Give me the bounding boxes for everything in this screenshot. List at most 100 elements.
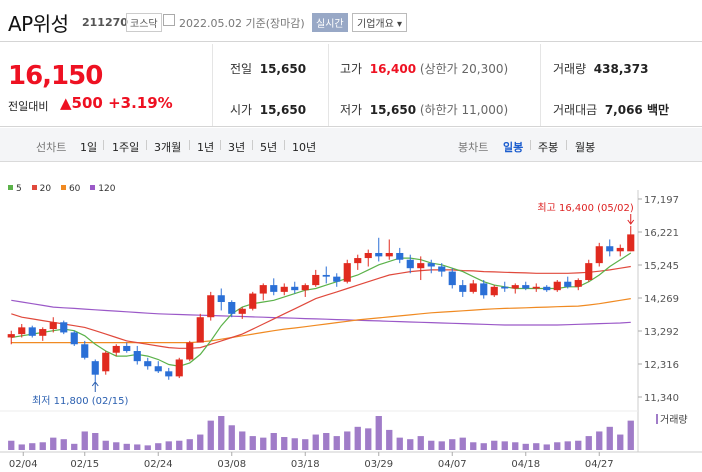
volume-bar (575, 440, 582, 450)
period-bar: 선차트 1일 1주일 3개월 1년 3년 5년 10년 봉차트 일봉 주봉 월봉 (0, 128, 702, 162)
current-price: 16,150 (8, 61, 103, 91)
volume-bar (564, 441, 571, 450)
candle-body (459, 285, 467, 292)
candle-body (364, 252, 372, 259)
candle-body (522, 285, 530, 289)
candle-body (238, 308, 246, 314)
x-tick-label: 02/15 (70, 459, 99, 470)
volume-bar (470, 442, 477, 450)
volume-bar (365, 428, 372, 450)
candle-body (490, 286, 498, 296)
volume-bar (627, 420, 634, 450)
legend-ma20: 20 (31, 184, 51, 194)
period-10y[interactable]: 10년 (292, 141, 317, 154)
divider (212, 44, 213, 126)
volume-bar (396, 437, 403, 450)
candle-body (270, 285, 278, 292)
volume-label: 거래량 (660, 414, 688, 426)
volume-bar (270, 433, 277, 450)
candle-body (448, 271, 456, 286)
candle-body (532, 286, 540, 289)
amount-value: 7,066 백만 (604, 103, 670, 117)
candle-body (207, 295, 215, 318)
tab-daily[interactable]: 일봉 (503, 141, 524, 154)
volume-bar (81, 431, 88, 450)
candle-body (553, 281, 561, 291)
ma20-line (11, 265, 631, 349)
low-arrow-icon (91, 381, 99, 392)
candle-body (396, 252, 404, 260)
stock-header: AP위성 211270 코스닥 2022.05.02 기준(장마감) 실시간 기… (0, 0, 702, 42)
candle-body (70, 332, 78, 345)
calendar-icon (163, 14, 175, 26)
high-label: 고가 (340, 62, 363, 76)
chevron-down-icon: ▾ (397, 19, 403, 30)
period-3y[interactable]: 3년 (228, 141, 246, 154)
candle-body (438, 266, 446, 272)
candle-body (322, 274, 330, 277)
candle-body (144, 361, 152, 367)
candle-body (133, 351, 141, 362)
trade-amount: 거래대금 7,066 백만 (553, 101, 669, 118)
low-price: 저가 15,650 (하한가 11,000) (340, 101, 508, 118)
period-3m[interactable]: 3개월 (154, 141, 182, 154)
candle-body (595, 246, 603, 264)
volume-bar (585, 436, 592, 450)
volume-bar (102, 440, 109, 450)
candle-body (280, 286, 288, 292)
volume-bar (176, 440, 183, 450)
period-5y[interactable]: 5년 (260, 141, 278, 154)
legend-ma60: 60 (60, 184, 80, 194)
volume-bar (39, 442, 46, 450)
candle-chart-label: 봉차트 (458, 141, 489, 154)
volume-bar (8, 440, 15, 450)
volume-bar (92, 433, 99, 450)
realtime-button[interactable]: 실시간 (312, 13, 348, 32)
volume-bar (18, 444, 25, 450)
candle-body (574, 280, 582, 287)
prev-close-value: 15,650 (259, 62, 307, 76)
volume-bar (134, 444, 141, 450)
ma5-line (11, 252, 632, 367)
volume-bar (459, 437, 466, 450)
candle-body (606, 246, 614, 252)
candle-body (91, 361, 99, 375)
period-1y[interactable]: 1년 (197, 141, 215, 154)
volume-legend-mark (656, 414, 658, 424)
volume-value: 438,373 (593, 62, 649, 76)
y-tick-label: 15,245 (644, 261, 679, 272)
y-tick-label: 16,221 (644, 228, 679, 239)
tab-monthly[interactable]: 월봉 (575, 141, 596, 154)
candle-body (385, 252, 393, 257)
tab-weekly[interactable]: 주봉 (538, 141, 559, 154)
volume-bar (144, 445, 151, 450)
candle-body (427, 263, 435, 267)
period-1w[interactable]: 1주일 (112, 141, 140, 154)
x-tick-label: 04/27 (585, 459, 614, 470)
x-tick-label: 02/04 (9, 459, 38, 470)
company-overview-dropdown[interactable]: 기업개요 ▾ (352, 13, 408, 32)
change-label: 전일대비 (8, 100, 49, 113)
prev-close: 전일 15,650 (230, 60, 306, 77)
volume-bar (386, 429, 393, 450)
volume-bar (228, 425, 235, 450)
candle-body (627, 234, 635, 252)
volume-bar (312, 434, 319, 450)
volume: 거래량 438,373 (553, 60, 648, 77)
volume-bar (165, 441, 172, 450)
market-badge: 코스닥 (126, 13, 162, 32)
volume-bar (449, 439, 456, 450)
divider (328, 44, 329, 126)
x-tick-label: 03/29 (364, 459, 393, 470)
volume-bar (344, 431, 351, 450)
candle-body (291, 286, 299, 291)
change-amount: 500 (71, 94, 103, 112)
candle-body (81, 344, 89, 358)
candle-body (406, 259, 414, 269)
stock-code: 211270 (82, 16, 128, 29)
legend-ma5: 5 (8, 184, 22, 194)
candle-body (343, 263, 351, 282)
period-1d[interactable]: 1일 (80, 141, 98, 154)
volume-bar (354, 426, 361, 450)
high-value: 16,400 (369, 62, 417, 76)
